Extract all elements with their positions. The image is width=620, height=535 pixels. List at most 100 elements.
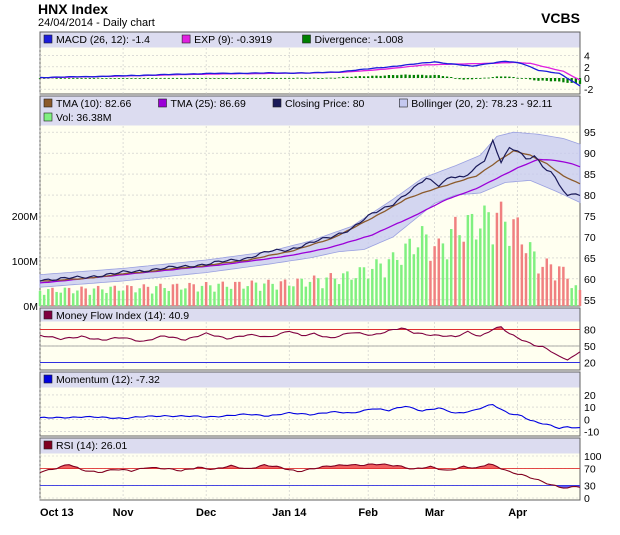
divergence-bar [321,78,324,79]
divergence-bar [209,78,212,79]
volume-tick-label: 200M [12,211,38,223]
divergence-bar [88,78,91,79]
chart-title: HNX Index [38,1,109,17]
volume-bar [113,285,117,306]
divergence-bar [516,77,519,79]
divergence-bar [317,78,320,79]
legend-swatch [43,374,53,384]
divergence-bar [254,78,258,79]
volume-bar [134,292,137,306]
divergence-bar [59,78,62,79]
volume-bar [425,234,428,306]
volume-bar [101,289,104,306]
volume-bar [271,283,274,306]
divergence-bar [549,78,553,82]
volume-bar [125,285,129,306]
volume-bar [366,278,370,306]
volume-bar [375,259,378,306]
divergence-bar [421,74,424,78]
panel-macd: MACD (26, 12): -1.4 EXP (9): -0.3919 Diver… [38,31,593,96]
divergence-bar [300,77,303,79]
volume-bar [445,259,449,306]
volume-bar [346,271,349,306]
divergence-bar [346,76,349,78]
divergence-bar [117,78,121,79]
volume-bar [545,258,549,306]
divergence-bar [121,78,125,79]
y-tick-label: 65 [584,253,596,265]
divergence-bar [578,78,582,84]
volume-bar [371,268,374,306]
y-tick-label: 2 [584,62,590,74]
divergence-bar [126,78,129,79]
divergence-bar [242,78,245,79]
divergence-bar [55,77,58,79]
divergence-bar [504,76,507,78]
legend-entry: Bollinger (20, 2): 78.23 - 92.11 [411,98,552,110]
divergence-bar [263,78,266,79]
y-tick-label: 85 [584,169,596,181]
legend-swatch [43,98,53,108]
divergence-bar [275,78,278,79]
y-tick-label: 100 [584,451,602,463]
divergence-bar [283,78,287,79]
volume-bar [209,285,212,306]
volume-bar [229,288,233,306]
y-tick-label: 50 [584,341,596,353]
volume-bar [238,281,241,306]
y-tick-label: 10 [584,402,596,414]
volume-bar [449,229,453,306]
divergence-bar [271,78,274,79]
y-tick-label: 4 [584,51,590,63]
divergence-bar [180,78,183,79]
y-tick-label: -10 [584,427,599,439]
legend-swatch [302,34,311,44]
tma10-line [39,149,581,282]
y-tick-label: 95 [584,127,596,139]
volume-bar [167,290,171,306]
divergence-bar [105,78,108,79]
divergence-bar [167,78,170,79]
divergence-bar [175,78,179,79]
divergence-bar [109,77,112,79]
volume-bar [341,273,345,306]
divergence-bar [337,77,341,79]
close-line [39,138,581,282]
volume-bar [408,238,411,306]
divergence-bar [462,78,465,80]
divergence-bar [113,78,116,79]
divergence-bar [495,76,499,78]
volume-bar [491,244,495,306]
volume-bar [263,283,266,306]
legend-swatch [272,98,282,108]
divergence-bar [508,76,511,78]
volume-bar [192,284,195,306]
volume-bar [466,215,470,306]
divergence-bar [512,76,515,78]
divergence-bar [313,77,316,79]
volume-bar [537,273,540,306]
divergence-bar [159,78,162,79]
volume-bar [325,277,328,306]
divergence-bar [267,78,270,79]
volume-bar [76,290,79,306]
volume-bar [258,290,262,306]
volume-bar [379,263,382,306]
panel-legend-bar [40,438,580,454]
y-tick-label: 60 [584,274,596,286]
divergence-bar [520,78,523,79]
volume-bar [533,251,536,306]
volume-bar [242,288,245,306]
chart-subtitle: 24/04/2014 - Daily chart [38,17,155,29]
divergence-bar [379,75,382,78]
volume-bar [503,221,507,306]
volume-bar [553,280,557,306]
legend-swatch [43,310,53,320]
volume-bar [354,278,357,306]
volume-bar [578,290,582,306]
divergence-bar [72,78,75,79]
y-tick-label: 75 [584,211,596,223]
volume-bar [275,289,279,306]
divergence-bar [213,78,216,79]
